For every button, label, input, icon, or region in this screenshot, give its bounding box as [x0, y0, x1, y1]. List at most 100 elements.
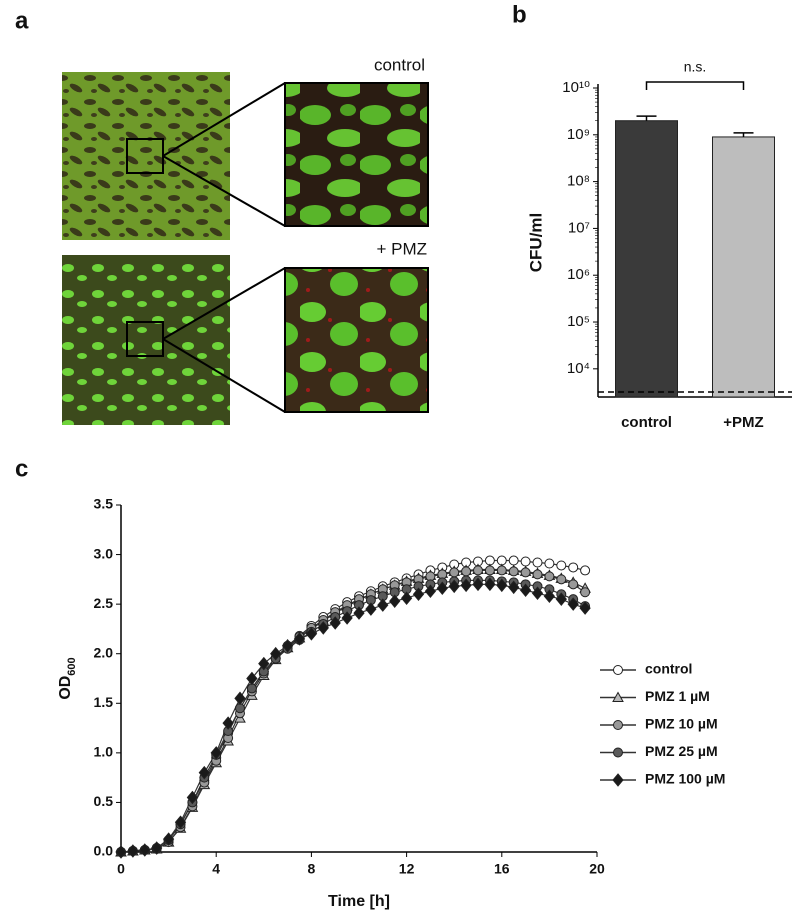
y-tick-label: 10⁶ [567, 266, 590, 283]
annotation: n.s. [684, 59, 707, 75]
y-axis-label: OD600 [57, 657, 78, 699]
marker [436, 581, 448, 596]
marker [580, 565, 591, 576]
legend-label: PMZ 1 µM [645, 688, 710, 704]
marker [460, 578, 472, 593]
marker [613, 720, 623, 730]
x-tick-label: 8 [308, 861, 316, 877]
x-tick-label: +PMZ [723, 414, 763, 431]
x-axis-label: Time [h] [328, 893, 390, 910]
y-tick-label: 10¹⁰ [562, 79, 590, 96]
marker [508, 555, 519, 566]
marker [496, 578, 508, 593]
marker [613, 665, 623, 675]
marker [520, 567, 531, 578]
marker [341, 611, 353, 625]
panel-c: 0.0 0.5 1.0 1.5 2.0 2.5 3.0 3.5 0 4 8 12 16 20 control… [57, 496, 725, 911]
y-axis-label-main: OD [57, 676, 74, 700]
marker [532, 557, 543, 568]
marker [555, 592, 567, 606]
marker [400, 591, 413, 605]
marker [579, 601, 591, 615]
series-line [120, 579, 586, 853]
marker [461, 566, 472, 577]
y-tick-label: 3.0 [94, 545, 114, 561]
marker [519, 583, 532, 598]
zoom-line [162, 338, 286, 413]
legend-label: control [645, 661, 692, 677]
y-tick-label: 2.5 [94, 595, 114, 611]
marker [612, 773, 624, 787]
marker [115, 845, 127, 859]
panel-letter: b [512, 1, 527, 28]
bar [712, 136, 775, 398]
y-tick-label: 3.5 [94, 496, 114, 512]
marker [543, 589, 556, 603]
marker [305, 627, 318, 641]
y-tick-label: 10⁵ [567, 313, 590, 330]
marker [162, 832, 175, 846]
marker [234, 691, 246, 706]
marker [139, 843, 151, 857]
y-tick-label: 10⁷ [568, 219, 590, 236]
bar [615, 120, 678, 398]
legend-label: PMZ 100 µM [645, 771, 725, 787]
marker [484, 565, 495, 576]
legend-label: PMZ 25 µM [645, 743, 718, 759]
y-tick-label: 2.0 [94, 644, 114, 660]
zoom-line [162, 267, 286, 340]
marker [473, 565, 483, 576]
marker [448, 579, 460, 594]
marker [174, 815, 187, 830]
marker [556, 574, 567, 585]
marker [508, 580, 520, 595]
marker [281, 639, 294, 653]
image-label: + PMZ [376, 239, 427, 258]
x-tick-label: control [621, 414, 672, 431]
marker [484, 577, 496, 592]
marker [151, 841, 163, 855]
marker [353, 606, 365, 620]
micrograph [62, 72, 230, 240]
x-tick-label: 4 [212, 861, 220, 877]
micrograph-zoom [284, 267, 429, 413]
marker [424, 584, 437, 599]
y-tick-label: 10⁹ [567, 126, 590, 143]
marker [198, 765, 210, 780]
marker [472, 577, 484, 592]
marker [389, 594, 401, 608]
marker [532, 569, 543, 580]
y-axis-label-subscript: 600 [66, 657, 78, 675]
x-tick-label: 20 [589, 861, 605, 877]
y-tick-label: 10⁸ [567, 173, 590, 190]
marker [449, 567, 460, 578]
marker [612, 691, 624, 702]
marker [531, 586, 544, 601]
marker [329, 616, 341, 630]
micrograph-zoom [284, 82, 429, 227]
marker [317, 621, 329, 635]
marker [258, 656, 270, 671]
y-tick-label: 0.0 [94, 843, 114, 859]
marker [520, 556, 531, 567]
marker [567, 597, 579, 611]
marker [222, 716, 234, 730]
x-tick-label: 12 [399, 861, 415, 877]
marker [568, 562, 579, 573]
marker [293, 632, 306, 646]
series-line [120, 568, 586, 853]
zoom-line [162, 155, 286, 227]
zoom-line [162, 82, 286, 157]
y-tick-label: 0.5 [94, 793, 114, 809]
marker [270, 646, 282, 661]
x-tick-label: 0 [117, 861, 125, 877]
y-tick-label: 1.0 [94, 744, 114, 760]
marker [412, 587, 425, 602]
series-line [120, 583, 586, 853]
marker [365, 602, 377, 616]
panel-letter: c [15, 455, 28, 482]
marker [127, 844, 139, 858]
y-tick-label: 1.5 [94, 694, 114, 710]
